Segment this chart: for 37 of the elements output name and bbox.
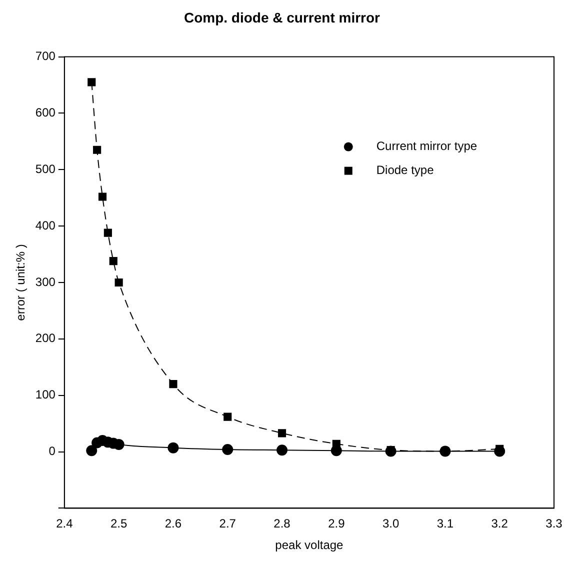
point xyxy=(93,146,102,154)
x-tick-label: 2.4 xyxy=(56,516,74,531)
point xyxy=(222,444,234,456)
y-axis-title: error ( unit:% ) xyxy=(14,244,28,321)
point xyxy=(169,380,178,388)
x-tick-label: 2.7 xyxy=(219,516,236,531)
x-tick-label: 2.8 xyxy=(274,516,291,531)
x-axis-title: peak voltage xyxy=(275,538,344,552)
x-tick-label: 2.5 xyxy=(110,516,128,531)
point xyxy=(332,440,340,448)
x-tick-label: 3.2 xyxy=(491,516,508,531)
x-tick-label: 2.6 xyxy=(164,516,182,531)
point xyxy=(98,192,107,201)
y-tick-label: 0 xyxy=(48,444,56,458)
x-tick-label: 3.0 xyxy=(382,516,400,531)
y-tick-label: 500 xyxy=(35,162,56,176)
x-tick-label: 2.9 xyxy=(328,516,346,531)
y-tick-label: 400 xyxy=(35,218,56,232)
point xyxy=(114,278,123,287)
legend-label: Diode type xyxy=(376,163,434,178)
point xyxy=(278,429,286,438)
x-tick-label: 3.3 xyxy=(546,516,563,531)
point xyxy=(109,257,118,266)
point xyxy=(224,412,232,421)
point xyxy=(276,444,288,456)
point xyxy=(104,228,112,237)
x-tick-label: 3.1 xyxy=(436,516,454,531)
y-tick-label: 300 xyxy=(35,274,56,289)
point xyxy=(86,445,98,456)
point xyxy=(88,78,96,86)
chart-title: Comp. diode & current mirror xyxy=(184,9,381,26)
y-tick-label: 600 xyxy=(35,106,56,120)
y-tick-label: 700 xyxy=(35,49,56,64)
point xyxy=(168,442,179,454)
y-tick-label: 100 xyxy=(35,388,56,402)
legend-label: Current mirror type xyxy=(376,139,478,154)
y-tick-label: 200 xyxy=(35,331,56,346)
